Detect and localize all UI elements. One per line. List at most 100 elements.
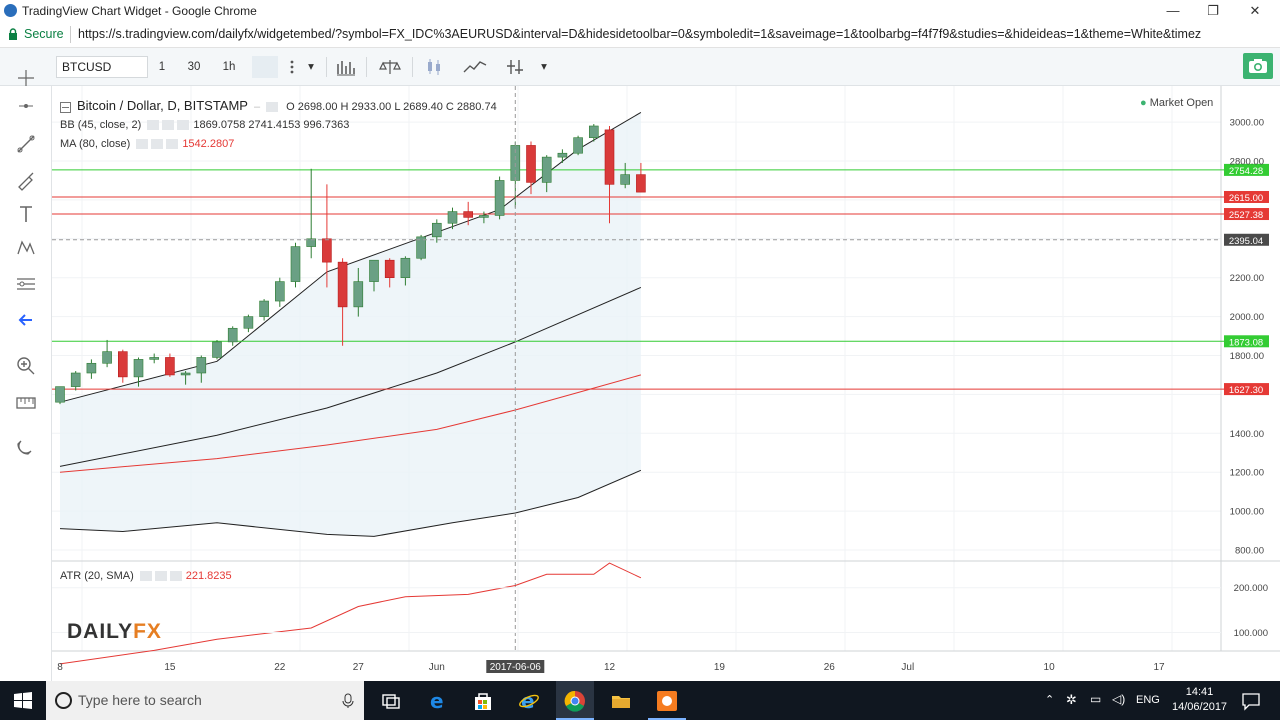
candle-bull (70, 372, 81, 387)
price-tick-label: 800.00 (1235, 546, 1264, 557)
candle-bull (55, 386, 65, 403)
indicators-icon[interactable] (462, 56, 488, 78)
screen-recorder-icon (657, 691, 677, 711)
interval-d-button[interactable] (252, 56, 278, 78)
bollinger-upper-line (59, 111, 642, 403)
more-tools-icon[interactable]: ▾ (541, 61, 547, 73)
more-intervals-icon[interactable] (284, 56, 300, 78)
symbol-input[interactable]: BTCUSD (56, 56, 148, 78)
legend-bb-row: BB (45, close, 2) 1869.0758 2741.4153 996… (60, 116, 497, 136)
address-bar[interactable]: Secure https://s.tradingview.com/dailyfx… (0, 22, 1280, 48)
time-tick-label: 12 (604, 662, 616, 673)
fx-study-icon[interactable] (503, 56, 527, 78)
edge-icon[interactable]: e (427, 690, 449, 712)
search-placeholder: Type here to search (78, 692, 202, 708)
task-view-icon[interactable] (380, 690, 402, 712)
candle-bear (636, 174, 646, 193)
window-title: TradingView Chart Widget - Google Chrome (22, 4, 257, 18)
fib-icon[interactable] (14, 272, 38, 296)
price-axis[interactable]: 800.00 1000.00 1200.00 1400.00 1800.00 2000.0… (1230, 118, 1264, 557)
tray-network-icon[interactable]: ✲ (1066, 692, 1077, 707)
bollinger-basis-line (59, 286, 642, 467)
ma-study-controls-icon[interactable] (136, 139, 179, 150)
candles-icon[interactable] (422, 56, 446, 78)
crosshair-price-tag (1224, 233, 1269, 246)
time-axis[interactable]: 8 15 22 27 Jun 2017-06-06 12 19 26 Jul 10 17 (57, 660, 1165, 673)
collapse-icon[interactable] (60, 101, 71, 113)
microphone-icon[interactable] (342, 693, 354, 709)
candle-bull (541, 156, 552, 183)
market-status: ● Market Open (1140, 97, 1213, 109)
moving-average-line (59, 374, 642, 473)
magnet-icon[interactable] (14, 436, 38, 460)
taskbar-search-input[interactable]: Type here to search (46, 681, 364, 720)
clock-time: 14:41 (1185, 686, 1214, 698)
tray-chevron-icon[interactable]: ⌃ (1045, 694, 1055, 706)
svg-text:e: e (430, 690, 444, 712)
bb-study-name[interactable]: BB (45, close, 2) (60, 118, 142, 131)
zoom-icon[interactable] (14, 354, 38, 378)
interval-1h-button[interactable]: 1h (222, 61, 236, 73)
candle-bear (118, 351, 128, 378)
legend-symbol-name[interactable]: Bitcoin / Dollar, D, BITSTAMP (77, 98, 248, 113)
url-field[interactable]: https://s.tradingview.com/dailyfx/widget… (78, 27, 1202, 41)
store-icon[interactable] (472, 690, 494, 712)
language-indicator[interactable]: ENG (1136, 694, 1160, 706)
tray-volume-icon[interactable]: ◁) (1112, 692, 1126, 706)
recorder-taskbar-button[interactable] (648, 681, 686, 720)
lock-icon (9, 28, 17, 40)
candle-bull (620, 174, 631, 185)
market-status-label: Market Open (1149, 97, 1214, 109)
ma-study-value: 1542.2807 (182, 138, 235, 150)
interval-30-button[interactable]: 30 (187, 61, 201, 73)
level-price-label: 2527.38 (1229, 210, 1263, 221)
toolbar-separator (366, 57, 367, 77)
back-arrow-icon[interactable] (14, 308, 38, 332)
price-chart[interactable]: 2754.28 2615.00 2527.38 1873.08 1627.30 2395… (52, 86, 1280, 681)
candles (55, 124, 646, 405)
interval-dropdown-icon[interactable]: ▾ (308, 61, 314, 73)
cursor-dot-icon[interactable] (14, 94, 38, 118)
atr-pane: 100.000 200.000 (52, 562, 1268, 665)
close-button[interactable]: ✕ (1249, 3, 1261, 18)
candle-bull (259, 300, 269, 317)
windows-start-icon[interactable] (12, 690, 34, 712)
level-price-label: 1873.08 (1229, 337, 1263, 348)
legend-ohlc: O 2698.00 H 2933.00 L 2689.40 C 2880.74 (286, 101, 497, 113)
measure-icon[interactable] (14, 390, 38, 414)
candle-bear (384, 259, 395, 279)
atr-study-controls-icon[interactable] (139, 571, 182, 582)
tray-battery-icon[interactable]: ▭ (1090, 692, 1102, 706)
chrome-taskbar-button[interactable] (556, 681, 594, 720)
chrome-icon (4, 4, 17, 17)
screenshot-camera-icon[interactable] (1243, 53, 1273, 79)
candle-bull (227, 327, 238, 343)
compare-icon[interactable] (378, 56, 402, 78)
legend-settings-icon[interactable] (266, 102, 279, 113)
candle-bull (243, 316, 254, 329)
level-price-label: 2754.28 (1229, 166, 1263, 177)
bb-study-controls-icon[interactable] (147, 119, 190, 130)
price-tick-label: 3000.00 (1230, 118, 1264, 129)
restore-button[interactable]: ❐ (1207, 3, 1219, 18)
trendline-icon[interactable] (14, 132, 38, 156)
minimize-button[interactable]: — (1166, 3, 1180, 18)
file-explorer-icon[interactable] (610, 690, 632, 712)
internet-explorer-icon[interactable]: e (518, 690, 540, 712)
brush-icon[interactable] (14, 168, 38, 192)
candle-bear (604, 129, 615, 185)
time-tick-label: 17 (1153, 662, 1165, 673)
atr-study-name[interactable]: ATR (20, SMA) (60, 570, 134, 582)
pattern-icon[interactable] (14, 236, 38, 260)
bar-style-icon[interactable] (334, 56, 358, 78)
candle-bull (447, 211, 458, 224)
notifications-icon[interactable] (1240, 690, 1262, 712)
text-tool-icon[interactable] (14, 202, 38, 226)
interval-1-button[interactable]: 1 (158, 61, 166, 73)
ma-study-name[interactable]: MA (80, close) (60, 138, 131, 150)
price-tick-label: 2200.00 (1230, 273, 1264, 284)
candle-bull (479, 215, 489, 218)
crosshair-icon[interactable] (14, 66, 38, 90)
candle-bull (212, 341, 222, 358)
taskbar-clock[interactable]: 14:41 14/06/2017 (1172, 685, 1227, 715)
